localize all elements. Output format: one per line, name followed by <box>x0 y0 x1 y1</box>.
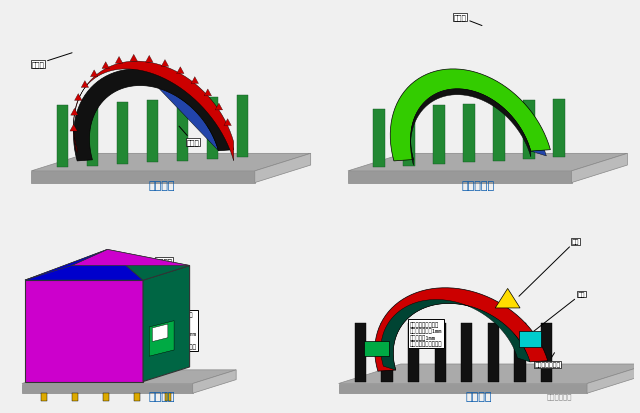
Polygon shape <box>22 384 193 393</box>
Text: 牛腿组装: 牛腿组装 <box>148 391 175 401</box>
Bar <box>134 393 140 401</box>
Bar <box>355 323 366 382</box>
Polygon shape <box>31 154 310 171</box>
Polygon shape <box>70 125 77 132</box>
Polygon shape <box>25 266 189 280</box>
Polygon shape <box>215 104 223 111</box>
Polygon shape <box>25 250 143 280</box>
Polygon shape <box>339 364 640 384</box>
Polygon shape <box>177 68 184 74</box>
Polygon shape <box>74 62 234 161</box>
Polygon shape <box>495 289 520 308</box>
Text: 牛腿坐标控制要求：
坐量定位精度：1mm
标高精度：1mm
测量软具：坐量、卷尺: 牛腿坐标控制要求： 坐量定位精度：1mm 标高精度：1mm 测量软具：坐量、卷尺 <box>410 321 442 347</box>
Polygon shape <box>90 71 98 78</box>
Bar <box>515 323 525 382</box>
Text: 腹板二: 腹板二 <box>179 127 199 146</box>
Text: 上翼条: 上翼条 <box>454 15 482 26</box>
Bar <box>72 393 78 401</box>
Polygon shape <box>348 171 572 183</box>
Polygon shape <box>102 62 109 69</box>
Bar <box>461 323 472 382</box>
Polygon shape <box>72 250 189 266</box>
Polygon shape <box>193 370 236 393</box>
Polygon shape <box>22 370 236 384</box>
Polygon shape <box>149 321 174 356</box>
Bar <box>408 323 419 382</box>
Text: 上翼板组装: 上翼板组装 <box>462 181 495 191</box>
Polygon shape <box>25 280 143 382</box>
Polygon shape <box>204 90 212 97</box>
Bar <box>381 323 392 382</box>
Polygon shape <box>411 90 531 166</box>
Bar <box>554 100 564 158</box>
Polygon shape <box>81 81 88 88</box>
Polygon shape <box>70 109 78 116</box>
Bar <box>373 109 385 168</box>
Polygon shape <box>108 250 189 280</box>
Bar <box>463 104 475 163</box>
Polygon shape <box>159 89 218 152</box>
Polygon shape <box>74 94 82 101</box>
Polygon shape <box>161 60 169 67</box>
Polygon shape <box>364 341 388 356</box>
Polygon shape <box>348 154 627 171</box>
Bar <box>435 323 446 382</box>
Text: 牛腿: 牛腿 <box>519 239 579 297</box>
Bar <box>403 108 415 166</box>
Polygon shape <box>145 56 153 63</box>
Text: 牛腿组装: 牛腿组装 <box>465 391 492 401</box>
Polygon shape <box>152 324 168 342</box>
Text: 加劲: 加劲 <box>534 292 585 331</box>
Polygon shape <box>255 154 310 183</box>
Bar <box>86 104 98 166</box>
Polygon shape <box>224 119 231 126</box>
Text: 腹板组装: 腹板组装 <box>148 181 175 191</box>
Polygon shape <box>381 300 530 370</box>
Polygon shape <box>375 288 548 371</box>
Bar <box>488 323 499 382</box>
Text: 牛腿端头: 牛腿端头 <box>102 254 172 265</box>
Bar <box>40 393 47 401</box>
Bar <box>207 97 218 159</box>
Polygon shape <box>115 57 123 64</box>
Bar <box>177 99 188 161</box>
Bar <box>237 96 248 158</box>
Bar <box>541 323 552 382</box>
Polygon shape <box>456 90 547 157</box>
Bar <box>147 101 158 163</box>
Bar <box>116 102 128 164</box>
Bar <box>164 393 171 401</box>
Bar <box>433 106 445 164</box>
Polygon shape <box>143 266 189 382</box>
Polygon shape <box>390 70 550 161</box>
Polygon shape <box>587 364 640 393</box>
Polygon shape <box>191 78 198 84</box>
Text: 腹板一: 腹板一 <box>31 54 72 68</box>
Text: 牛腿端头控制点: 牛腿端头控制点 <box>534 353 561 367</box>
Polygon shape <box>519 331 541 347</box>
Text: 现代钢构网架: 现代钢构网架 <box>547 392 572 399</box>
Polygon shape <box>74 70 234 161</box>
Polygon shape <box>130 55 138 62</box>
Polygon shape <box>25 250 108 280</box>
Bar <box>493 103 505 161</box>
Bar <box>524 101 534 159</box>
Polygon shape <box>572 154 627 183</box>
Bar <box>102 393 109 401</box>
Polygon shape <box>31 171 255 183</box>
Bar <box>57 106 68 168</box>
Text: 坐标对保正牛腿朝向
及朝空间尺寸：
精度要求：
坐标定位精度：1mm
标高精度：1mm
测量软具：经量、卷尺: 坐标对保正牛腿朝向 及朝空间尺寸： 精度要求： 坐标定位精度：1mm 标高精度：… <box>162 311 196 350</box>
Polygon shape <box>339 384 587 393</box>
